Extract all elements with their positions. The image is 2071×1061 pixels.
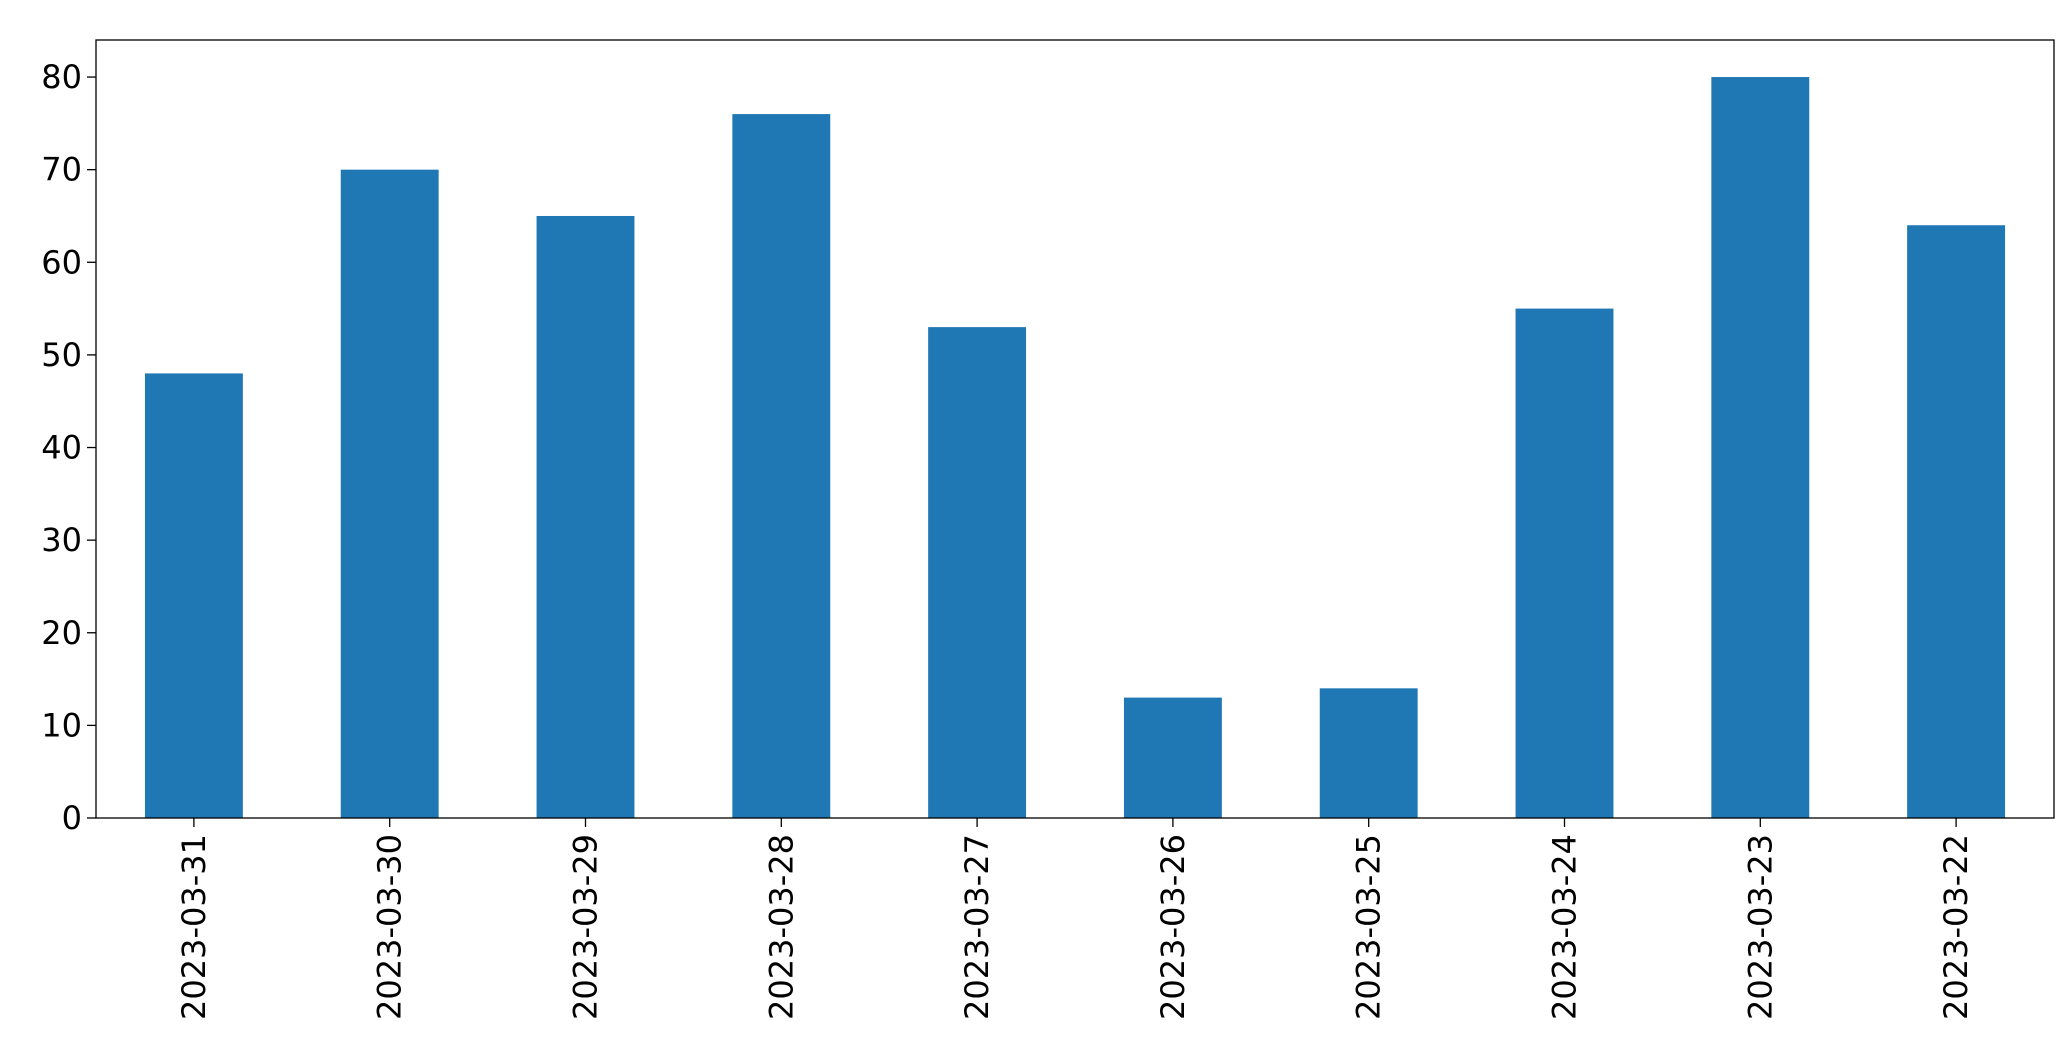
x-tick-label: 2023-03-28 — [762, 834, 800, 1020]
y-tick-label: 10 — [41, 706, 82, 744]
y-tick-label: 0 — [62, 799, 82, 837]
bar — [536, 215, 635, 818]
y-tick-label: 60 — [41, 243, 82, 281]
x-tick-label: 2023-03-30 — [371, 834, 409, 1020]
bar — [340, 169, 439, 818]
y-tick-label: 80 — [41, 58, 82, 96]
y-tick-label: 20 — [41, 614, 82, 652]
x-tick-label: 2023-03-24 — [1546, 834, 1584, 1020]
bar — [1319, 688, 1418, 818]
x-tick-label: 2023-03-29 — [567, 834, 605, 1020]
y-tick-label: 30 — [41, 521, 82, 559]
bar — [144, 373, 243, 818]
y-tick-label: 40 — [41, 429, 82, 467]
plot-frame — [95, 39, 2055, 819]
x-tick-label: 2023-03-26 — [1154, 834, 1192, 1020]
bar — [732, 114, 831, 819]
bar — [1711, 77, 1810, 819]
bar — [1123, 697, 1222, 818]
y-tick-label: 70 — [41, 151, 82, 189]
bar — [928, 327, 1027, 818]
x-tick-label: 2023-03-31 — [175, 834, 213, 1020]
y-tick-label: 50 — [41, 336, 82, 374]
x-tick-label: 2023-03-27 — [958, 834, 996, 1020]
x-tick-label: 2023-03-25 — [1350, 834, 1388, 1020]
x-tick-label: 2023-03-22 — [1937, 834, 1975, 1020]
bar — [1515, 308, 1614, 818]
bar — [1907, 225, 2006, 818]
x-tick-label: 2023-03-23 — [1741, 834, 1779, 1020]
